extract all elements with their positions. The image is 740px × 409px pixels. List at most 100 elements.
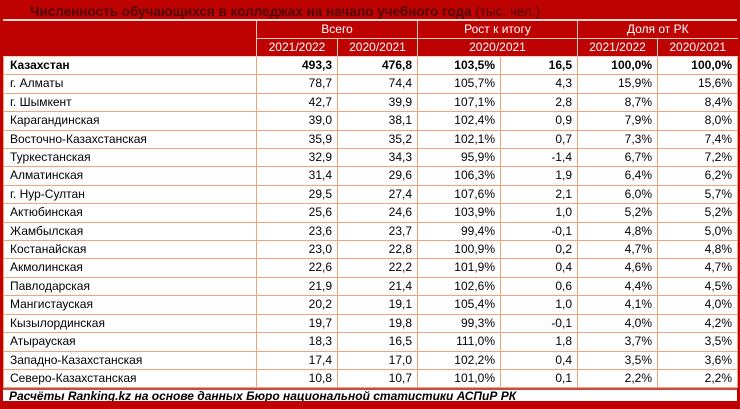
cell-value: 78,7	[256, 74, 338, 94]
cell-value: 6,7%	[577, 148, 658, 168]
region-column-header	[3, 21, 257, 57]
cell-value: 111,0%	[417, 332, 501, 352]
cell-value: 5,0%	[657, 221, 738, 242]
cell-value: 6,4%	[577, 166, 658, 186]
cell-value: 39,0	[256, 111, 338, 131]
table-row: Атырауская 18,3 16,5 111,0% 1,8 3,7% 3,5%	[3, 332, 738, 352]
cell-value: 23,7	[337, 221, 418, 242]
cell-value: 27,4	[337, 184, 418, 205]
region-name: Западно-Казахстанская	[3, 350, 257, 370]
region-name: Казахстан	[3, 55, 257, 76]
cell-value: 25,6	[256, 203, 338, 223]
cell-value: 7,3%	[577, 129, 658, 150]
table-header: Всего Рост к итогу Доля от РК 2021/2022 …	[3, 21, 738, 57]
cell-value: 29,6	[337, 166, 418, 186]
cell-value: 8,7%	[577, 92, 658, 113]
title-text: Численность обучающихся в колледжах на н…	[30, 4, 472, 19]
cell-value: 2,1	[500, 184, 578, 205]
cell-value: 0,1	[500, 368, 578, 389]
table-body: Казахстан 493,3 476,8 103,5% 16,5 100,0% 100,0…	[3, 55, 738, 389]
cell-value: 0,4	[500, 258, 578, 278]
cell-value: 3,5%	[577, 350, 658, 370]
cell-value: 2,2%	[657, 368, 738, 389]
table-row: Актюбинская 25,6 24,6 103,9% 1,0 5,2% 5,2%	[3, 203, 738, 223]
cell-value: 24,6	[337, 203, 418, 223]
table-row: Кызылординская 19,7 19,8 99,3% -0,1 4,0% 4,2%	[3, 313, 738, 334]
cell-value: 38,1	[337, 111, 418, 131]
cell-value: 1,8	[500, 332, 578, 352]
table-row: Мангистауская 20,2 19,1 105,4% 1,0 4,1% 4,0%	[3, 295, 738, 315]
table-row: Западно-Казахстанская 17,4 17,0 102,2% 0,4 3,…	[3, 350, 738, 370]
cell-value: 17,0	[337, 350, 418, 370]
cell-value: 74,4	[337, 74, 418, 94]
subheader-share-2021-2022: 2021/2022	[577, 38, 658, 57]
region-name: г. Нур-Султан	[3, 184, 257, 205]
cell-value: 18,3	[256, 332, 338, 352]
cell-value: 4,3	[500, 74, 578, 94]
cell-value: 19,8	[337, 313, 418, 334]
cell-value: 107,1%	[417, 92, 501, 113]
cell-value: -0,1	[500, 313, 578, 334]
cell-value: 2,8	[500, 92, 578, 113]
cell-value: 95,9%	[417, 148, 501, 168]
cell-value: 7,9%	[577, 111, 658, 131]
cell-value: 3,7%	[577, 332, 658, 352]
cell-value: 102,2%	[417, 350, 501, 370]
cell-value: 42,7	[256, 92, 338, 113]
table-row: Туркестанская 32,9 34,3 95,9% -1,4 6,7% 7,2%	[3, 148, 738, 168]
cell-value: 106,3%	[417, 166, 501, 186]
cell-value: 22,2	[337, 258, 418, 278]
table-row: г. Шымкент 42,7 39,9 107,1% 2,8 8,7% 8,4%	[3, 92, 738, 113]
cell-value: 35,2	[337, 129, 418, 150]
cell-value: 4,7%	[657, 258, 738, 278]
cell-value: 102,6%	[417, 276, 501, 297]
cell-value: 23,0	[256, 240, 338, 260]
cell-value: 2,2%	[577, 368, 658, 389]
cell-value: 32,9	[256, 148, 338, 168]
cell-value: 3,6%	[657, 350, 738, 370]
region-name: Северо-Казахстанская	[3, 368, 257, 389]
table-row: Алматинская 31,4 29,6 106,3% 1,9 6,4% 6,2%	[3, 166, 738, 186]
region-name: Восточно-Казахстанская	[3, 129, 257, 150]
cell-value: 34,3	[337, 148, 418, 168]
column-group-total: Всего	[256, 21, 418, 39]
cell-value: 102,4%	[417, 111, 501, 131]
column-group-share: Доля от РК	[577, 21, 738, 39]
cell-value: 101,9%	[417, 258, 501, 278]
cell-value: 31,4	[256, 166, 338, 186]
subheader-total-2020-2021: 2020/2021	[337, 38, 418, 57]
cell-value: 4,8%	[577, 221, 658, 242]
cell-value: 7,4%	[657, 129, 738, 150]
cell-value: 15,6%	[657, 74, 738, 94]
cell-value: 35,9	[256, 129, 338, 150]
region-name: Жамбылская	[3, 221, 257, 242]
cell-value: 0,2	[500, 240, 578, 260]
cell-value: 22,6	[256, 258, 338, 278]
cell-value: 4,5%	[657, 276, 738, 297]
region-name: г. Шымкент	[3, 92, 257, 113]
cell-value: 103,9%	[417, 203, 501, 223]
cell-value: 22,8	[337, 240, 418, 260]
cell-value: 23,6	[256, 221, 338, 242]
cell-value: 99,3%	[417, 313, 501, 334]
cell-value: 10,8	[256, 368, 338, 389]
cell-value: 3,5%	[657, 332, 738, 352]
cell-value: 0,7	[500, 129, 578, 150]
cell-value: 6,0%	[577, 184, 658, 205]
table-row: г. Алматы 78,7 74,4 105,7% 4,3 15,9% 15,6%	[3, 74, 738, 94]
cell-value: 4,0%	[657, 295, 738, 315]
cell-value: 7,2%	[657, 148, 738, 168]
cell-value: 4,6%	[577, 258, 658, 278]
cell-value: 105,4%	[417, 295, 501, 315]
region-name: Алматинская	[3, 166, 257, 186]
table-row: Костанайская 23,0 22,8 100,9% 0,2 4,7% 4,8%	[3, 240, 738, 260]
cell-value: 107,6%	[417, 184, 501, 205]
cell-value: 4,7%	[577, 240, 658, 260]
subheader-share-2020-2021: 2020/2021	[657, 38, 738, 57]
cell-value: 21,4	[337, 276, 418, 297]
table-row: Жамбылская 23,6 23,7 99,4% -0,1 4,8% 5,0%	[3, 221, 738, 242]
cell-value: 0,6	[500, 276, 578, 297]
table-row: Карагандинская 39,0 38,1 102,4% 0,9 7,9% 8,0%	[3, 111, 738, 131]
cell-value: 105,7%	[417, 74, 501, 94]
